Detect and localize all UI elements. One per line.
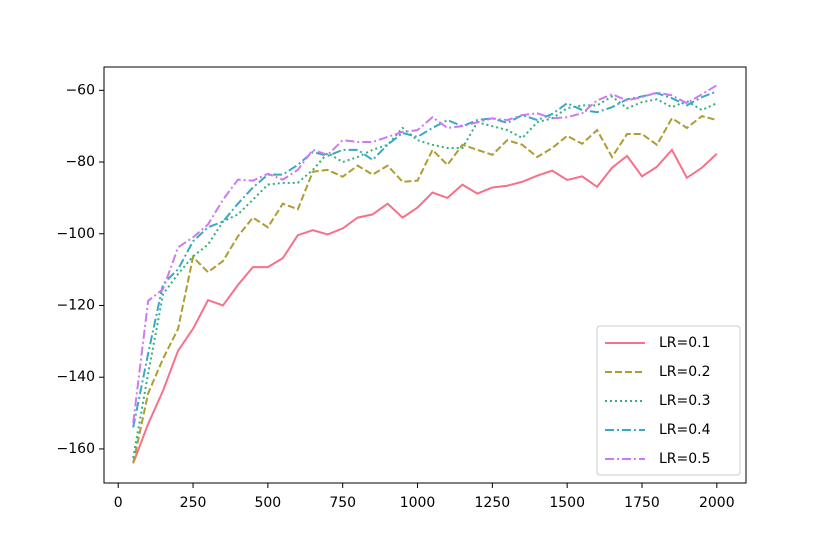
y-tick-label: −140 — [57, 369, 95, 385]
y-tick-label: −80 — [65, 154, 95, 170]
legend-label: LR=0.4 — [659, 422, 711, 438]
line-series — [132, 95, 718, 459]
line-series — [132, 148, 718, 464]
x-tick-label: 1750 — [624, 495, 660, 511]
y-tick-label: −60 — [65, 82, 95, 98]
x-tick-label: 750 — [329, 495, 356, 511]
x-tick-label: 250 — [180, 495, 207, 511]
legend-label: LR=0.5 — [659, 451, 711, 467]
x-tick-label: 500 — [254, 495, 281, 511]
y-tick-label: −160 — [57, 441, 95, 457]
line-series — [132, 115, 718, 464]
plot-frame — [103, 66, 747, 484]
x-tick-label: 1500 — [549, 495, 585, 511]
x-tick-label: 2000 — [699, 495, 735, 511]
y-tick-label: −100 — [57, 226, 95, 242]
y-tick-label: −120 — [57, 297, 95, 313]
x-tick-label: 0 — [114, 495, 123, 511]
line-series — [132, 84, 718, 424]
x-tick-label: 1250 — [475, 495, 511, 511]
legend-label: LR=0.2 — [659, 364, 711, 380]
line-series — [132, 90, 718, 428]
legend-label: LR=0.1 — [659, 335, 711, 351]
legend-label: LR=0.3 — [659, 393, 711, 409]
x-tick-label: 1000 — [400, 495, 436, 511]
legend-box — [596, 325, 741, 476]
